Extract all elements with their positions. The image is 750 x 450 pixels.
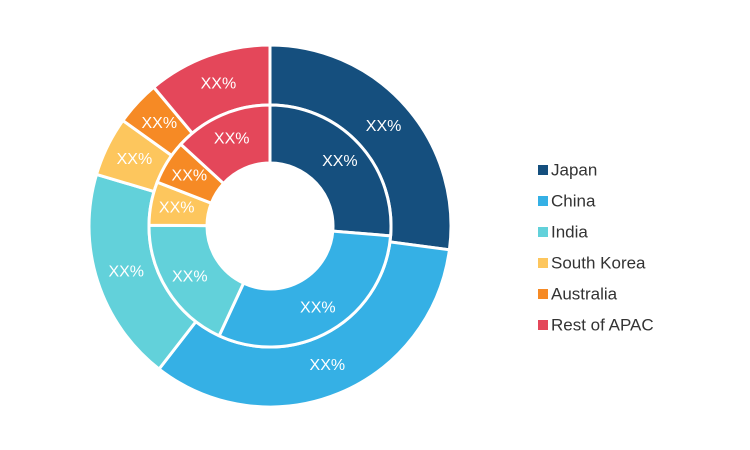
outer-slice-label-japan: XX% xyxy=(366,118,402,135)
legend-swatch-south-korea xyxy=(538,258,548,268)
inner-slice-label-india: XX% xyxy=(172,268,208,285)
legend-label-south-korea: South Korea xyxy=(551,254,646,273)
outer-slice-label-india: XX% xyxy=(108,264,144,281)
inner-slice-label-rest-of-apac: XX% xyxy=(214,131,250,148)
outer-slice-label-australia: XX% xyxy=(141,115,177,132)
legend-label-australia: Australia xyxy=(551,285,618,304)
legend-swatch-china xyxy=(538,196,548,206)
legend-label-china: China xyxy=(551,192,596,211)
outer-ring xyxy=(87,43,453,409)
inner-slice-rest-of-apac xyxy=(178,103,272,186)
legend-swatch-india xyxy=(538,227,548,237)
legend-label-rest-of-apac: Rest of APAC xyxy=(551,316,654,335)
inner-slice-label-australia: XX% xyxy=(172,167,208,184)
slice-labels: XX% XX% XX% XX% XX% XX% XX% XX% XX% XX% XX% XX% xyxy=(108,76,401,375)
inner-slice-japan xyxy=(268,103,393,238)
inner-slice-label-china: XX% xyxy=(300,300,336,317)
legend-label-japan: Japan xyxy=(551,161,597,180)
outer-slice-label-rest-of-apac: XX% xyxy=(201,76,237,93)
inner-ring xyxy=(147,103,393,349)
legend-swatch-japan xyxy=(538,165,548,175)
legend-label-india: India xyxy=(551,223,588,242)
inner-slice-india xyxy=(147,223,246,338)
legend: Japan China India South Korea Australia Rest … xyxy=(538,161,654,335)
inner-slice-label-japan: XX% xyxy=(322,153,358,170)
inner-slice-label-south-korea: XX% xyxy=(159,200,195,217)
outer-slice-label-south-korea: XX% xyxy=(117,151,153,168)
inner-slice-china xyxy=(217,229,393,349)
legend-swatch-australia xyxy=(538,289,548,299)
legend-swatch-rest-of-apac xyxy=(538,320,548,330)
outer-slice-label-china: XX% xyxy=(310,357,346,374)
